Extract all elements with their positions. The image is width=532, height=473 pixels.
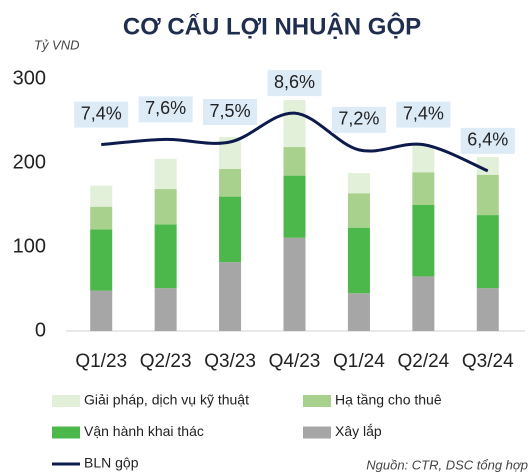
bar-segment [347,227,370,294]
y-tick-label: 300 [13,67,46,89]
source-note: Nguồn: CTR, DSC tổng hợp [366,457,528,472]
x-tick-label: Q3/24 [462,351,514,372]
bar-segment [283,147,306,176]
bar-segment [347,173,370,194]
data-label: 7,5% [210,101,251,121]
x-tick-label: Q2/23 [140,351,192,372]
legend-swatch [52,426,80,439]
legend-label: Giải pháp, dịch vụ kỹ thuật [84,392,249,408]
y-tick-label: 0 [35,319,46,341]
bar-segment [476,174,499,216]
data-label-box [267,70,322,97]
bar-segment [412,145,435,173]
bar-segment [412,205,435,277]
legend-label: Hạ tầng cho thuê [335,392,442,408]
data-label: 7,6% [145,98,186,118]
x-tick-label: Q4/23 [269,351,321,372]
legend-swatch [303,426,331,439]
bar-segment [90,229,113,291]
data-label: 7,4% [403,103,444,123]
data-label: 7,2% [338,109,379,129]
bar-segment [283,175,306,238]
x-tick-label: Q2/24 [397,351,449,372]
bar-segment [347,293,370,331]
bar-segment [219,196,242,263]
data-label-box [396,101,451,128]
bar-segment [219,136,242,169]
bar-segment [347,193,370,228]
legend-swatch [52,395,80,407]
bar-segment [283,100,306,148]
bar-segment [219,262,242,331]
bar-segment [154,189,177,225]
bar-segment [412,172,435,205]
legend-label: BLN gộp [84,455,139,471]
x-tick-label: Q1/23 [75,351,127,372]
data-label-box [74,101,129,128]
bar-segment [283,237,306,331]
legend-swatch [303,395,331,407]
x-tick-label: Q1/24 [333,351,385,372]
y-axis-label: Tỷ VND [34,37,80,52]
data-label-box [138,96,193,123]
line-series [101,111,489,173]
y-tick-label: 200 [13,151,46,173]
bar-segment [90,206,113,230]
data-label: 7,4% [81,103,122,123]
chart-title: CƠ CẤU LỢI NHUẬN GỘP [123,12,421,40]
bar-segment [476,215,499,289]
data-label-box [203,99,258,125]
bar-segment [219,168,242,197]
data-label: 6,4% [467,130,508,150]
bar-segment [476,288,499,331]
bar-segment [412,276,435,331]
bar-segment [154,158,177,190]
x-tick-label: Q3/23 [204,351,256,372]
bar-segment [90,185,113,207]
legend-label: Vận hành khai thác [84,423,204,439]
y-tick-label: 100 [13,235,46,257]
bar-segment [154,288,177,331]
data-label-box [331,106,386,133]
bar-segment [90,290,113,331]
data-label: 8,6% [274,72,315,92]
bar-segment [476,157,499,175]
bar-segment [154,224,177,289]
legend-label: Xây lắp [335,423,382,439]
data-label-box [460,127,515,154]
